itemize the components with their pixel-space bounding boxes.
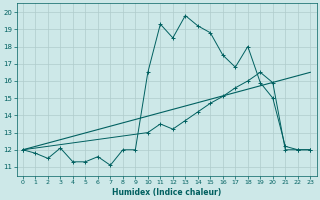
X-axis label: Humidex (Indice chaleur): Humidex (Indice chaleur) (112, 188, 221, 197)
